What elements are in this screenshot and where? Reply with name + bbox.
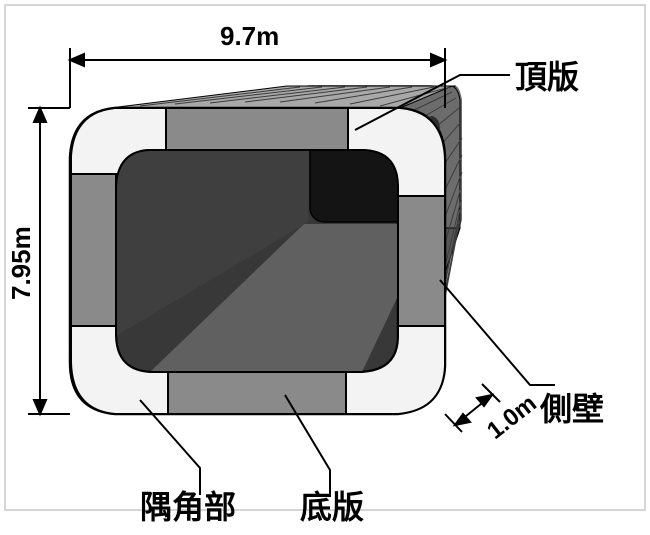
dim-height: 7.95m [6,226,36,300]
label-bottom-slab: 底版 [300,489,364,525]
label-side-wall: 側壁 [539,391,604,427]
diagram-stage: 9.7m 7.95m 1.0m 頂版 側壁 底版 隅角部 [0,0,650,530]
front-ring [70,108,445,414]
label-top-slab: 頂版 [515,59,579,95]
dim-width: 9.7m [220,21,279,51]
label-corner: 隅角部 [140,489,236,525]
box-culvert-diagram: 9.7m 7.95m 1.0m 頂版 側壁 底版 隅角部 [0,0,650,530]
